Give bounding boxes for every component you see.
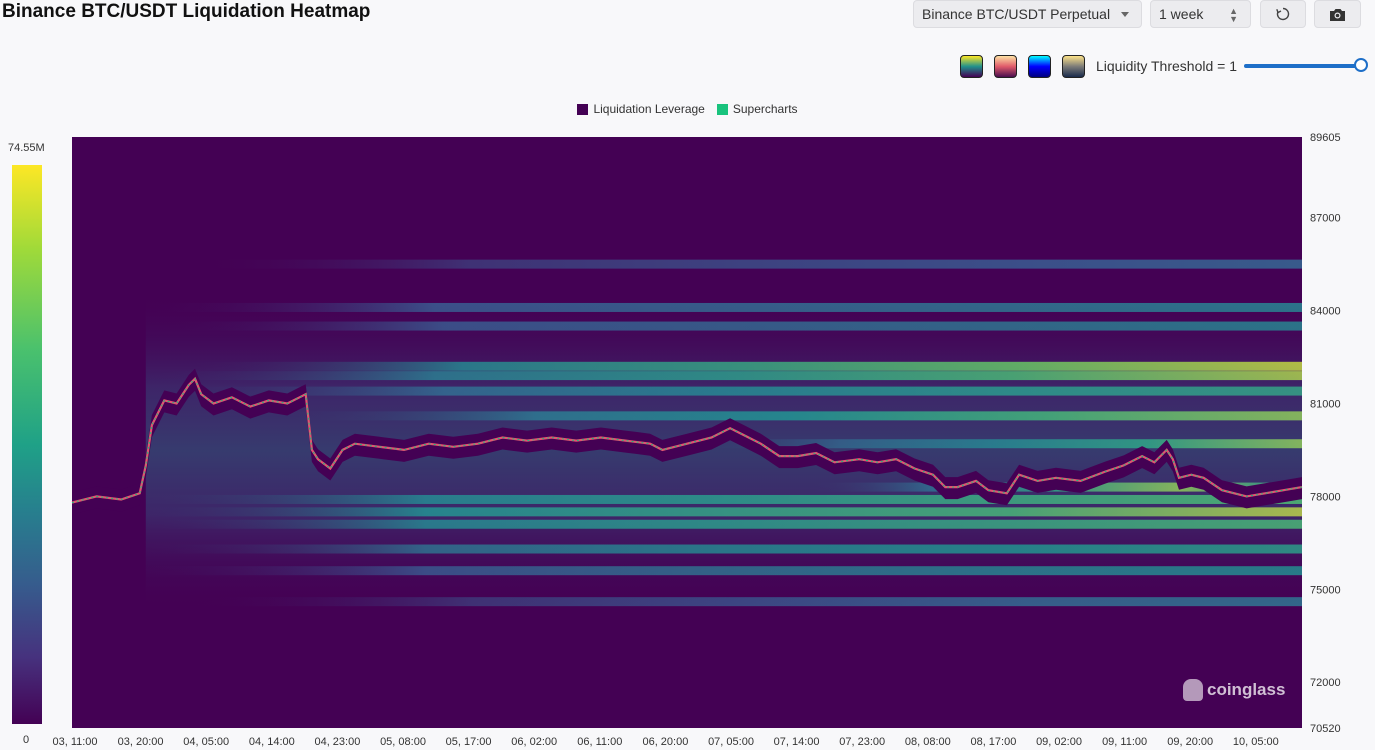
colorbar-max-label: 74.55M <box>8 142 45 154</box>
palette-swatch-magma[interactable] <box>994 55 1017 78</box>
page-title: Binance BTC/USDT Liquidation Heatmap <box>2 1 371 22</box>
x-axis: 03, 11:00 03, 20:00 04, 05:00 04, 14:00 04, … <box>52 736 1278 748</box>
legend-item-supercharts[interactable]: Supercharts <box>716 102 798 116</box>
refresh-button[interactable] <box>1260 0 1306 28</box>
y-tick-label: 87000 <box>1310 213 1341 225</box>
y-tick-label: 89605 <box>1310 132 1341 144</box>
legend-label-liquidation: Liquidation Leverage <box>593 102 705 116</box>
watermark-text: coinglass <box>1207 680 1286 699</box>
x-tick-label: 04, 05:00 <box>183 736 229 748</box>
pair-select[interactable]: Binance BTC/USDT Perpetual <box>913 0 1142 28</box>
heat-bands <box>72 259 1302 611</box>
x-tick-label: 08, 08:00 <box>905 736 951 748</box>
x-tick-label: 09, 20:00 <box>1167 736 1213 748</box>
watermark: coinglass <box>1183 679 1285 701</box>
y-axis: 89605 87000 84000 81000 78000 75000 72000 70520 <box>1310 132 1341 735</box>
threshold-slider[interactable] <box>1244 64 1362 68</box>
legend-label-supercharts: Supercharts <box>732 102 798 116</box>
x-tick-label: 07, 05:00 <box>708 736 754 748</box>
x-tick-label: 09, 02:00 <box>1036 736 1082 748</box>
updown-icon: ▲ ▼ <box>1229 6 1238 24</box>
y-tick-label: 70520 <box>1310 723 1341 735</box>
x-tick-label: 05, 08:00 <box>380 736 426 748</box>
pair-select-value: Binance BTC/USDT Perpetual <box>922 6 1111 22</box>
legend-swatch-supercharts <box>716 103 728 115</box>
y-tick-label: 78000 <box>1310 491 1341 503</box>
x-tick-label: 03, 11:00 <box>52 736 97 748</box>
price-clear-zone <box>72 368 1302 515</box>
chevron-down-icon <box>1121 12 1129 17</box>
refresh-icon <box>1276 7 1290 21</box>
coinglass-logo-icon <box>1183 679 1203 701</box>
camera-icon <box>1330 8 1345 21</box>
legend-swatch-liquidation <box>577 103 589 115</box>
chart-legend: Liquidation Leverage Supercharts <box>0 102 1375 116</box>
y-tick-label: 72000 <box>1310 677 1341 689</box>
palette-swatch-jet[interactable] <box>1028 55 1051 78</box>
x-tick-label: 06, 02:00 <box>511 736 557 748</box>
x-tick-label: 08, 17:00 <box>970 736 1016 748</box>
colorbar <box>12 165 42 724</box>
x-tick-label: 07, 23:00 <box>839 736 885 748</box>
x-tick-label: 05, 17:00 <box>446 736 492 748</box>
y-tick-label: 75000 <box>1310 584 1341 596</box>
colorbar-min-label: 0 <box>23 734 30 746</box>
range-select[interactable]: 1 week ▲ ▼ <box>1150 0 1251 28</box>
screenshot-button[interactable] <box>1314 0 1361 28</box>
palette-swatch-cividis[interactable] <box>1062 55 1085 78</box>
x-tick-label: 06, 11:00 <box>577 736 622 748</box>
threshold-label: Liquidity Threshold = 1 <box>1096 58 1237 74</box>
range-select-value: 1 week <box>1159 6 1204 22</box>
y-tick-label: 84000 <box>1310 306 1341 318</box>
x-tick-label: 04, 14:00 <box>249 736 295 748</box>
x-tick-label: 10, 05:00 <box>1233 736 1279 748</box>
x-tick-label: 04, 23:00 <box>314 736 360 748</box>
x-tick-label: 07, 14:00 <box>774 736 820 748</box>
threshold-slider-handle[interactable] <box>1354 58 1368 72</box>
x-tick-label: 06, 20:00 <box>642 736 688 748</box>
x-tick-label: 09, 11:00 <box>1102 736 1147 748</box>
heat-band-85500 <box>72 259 1302 269</box>
palette-swatch-viridis[interactable] <box>960 55 983 78</box>
x-tick-label: 03, 20:00 <box>118 736 164 748</box>
price-line-overlay <box>71 377 1303 504</box>
legend-item-liquidation-leverage[interactable]: Liquidation Leverage <box>577 102 705 116</box>
y-tick-label: 81000 <box>1310 398 1341 410</box>
